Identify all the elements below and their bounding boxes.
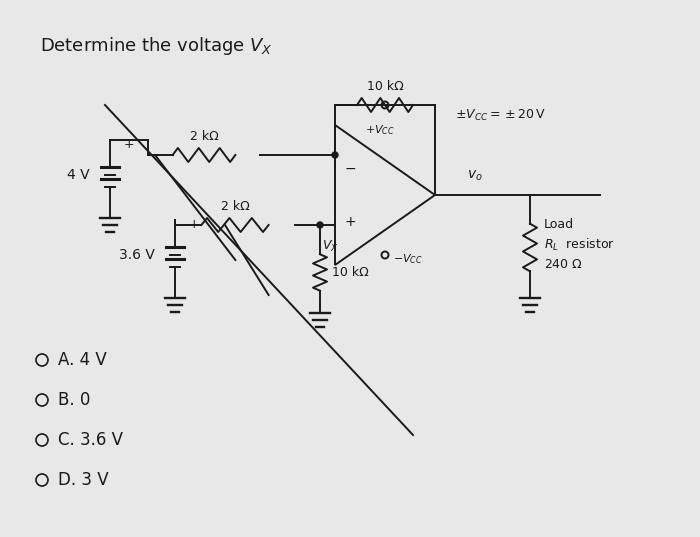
Text: B. 0: B. 0 <box>58 391 90 409</box>
Text: C. 3.6 V: C. 3.6 V <box>58 431 123 449</box>
Text: 3.6 V: 3.6 V <box>119 248 155 262</box>
Text: +: + <box>124 137 134 150</box>
Text: $-V_{CC}$: $-V_{CC}$ <box>393 252 423 266</box>
Text: $R_L$  resistor: $R_L$ resistor <box>544 237 615 253</box>
Text: D. 3 V: D. 3 V <box>58 471 108 489</box>
Text: $-$: $-$ <box>344 161 356 175</box>
Text: +: + <box>189 217 199 230</box>
Circle shape <box>332 152 338 158</box>
Text: 4 V: 4 V <box>67 168 90 182</box>
Text: $+V_{CC}$: $+V_{CC}$ <box>365 123 395 137</box>
Text: $V_X$: $V_X$ <box>322 239 339 254</box>
Text: $\pm V_{CC}=\pm 20\,\mathrm{V}$: $\pm V_{CC}=\pm 20\,\mathrm{V}$ <box>455 107 546 122</box>
Circle shape <box>317 222 323 228</box>
Text: $v_o$: $v_o$ <box>467 169 483 183</box>
Text: 10 kΩ: 10 kΩ <box>332 266 369 279</box>
Text: 240 $\Omega$: 240 $\Omega$ <box>544 258 583 272</box>
Text: Determine the voltage $V_X$: Determine the voltage $V_X$ <box>40 35 272 57</box>
Text: 10 kΩ: 10 kΩ <box>367 80 403 93</box>
Text: Load: Load <box>544 219 574 231</box>
Text: $+$: $+$ <box>344 215 356 229</box>
Text: A. 4 V: A. 4 V <box>58 351 106 369</box>
Text: 2 kΩ: 2 kΩ <box>190 130 218 143</box>
Text: 2 kΩ: 2 kΩ <box>220 200 249 213</box>
